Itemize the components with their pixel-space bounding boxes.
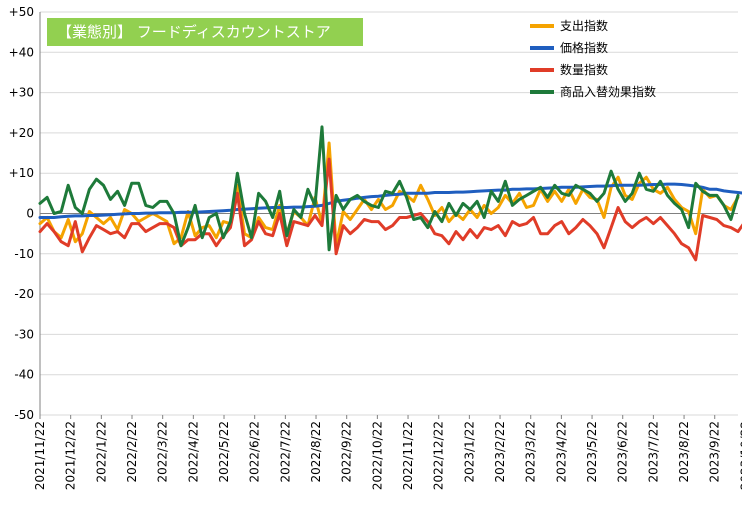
y-tick-label: -50 — [14, 408, 34, 422]
legend-label: 支出指数 — [560, 18, 608, 33]
legend-label: 数量指数 — [560, 62, 608, 77]
x-tick-label: 2022/11/22 — [401, 421, 415, 490]
y-tick-label: -10 — [14, 247, 34, 261]
x-tick-label: 2023/8/22 — [677, 421, 691, 483]
x-tick-label: 2022/3/22 — [156, 421, 170, 483]
x-tick-label: 2023/10/22 — [738, 421, 742, 490]
y-tick-label: +40 — [9, 45, 34, 59]
x-tick-label: 2022/1/22 — [94, 421, 108, 483]
x-tick-label: 2023/7/22 — [646, 421, 660, 483]
y-tick-label: -30 — [14, 327, 34, 341]
x-tick-label: 2023/4/22 — [554, 421, 568, 483]
legend-label: 価格指数 — [560, 40, 608, 55]
series-line-3 — [38, 125, 740, 252]
x-axis-tick-labels: 2021/11/22 2021/12/22 2022/1/22 2022/2/22 20… — [33, 421, 742, 490]
x-tick-label: 2022/4/22 — [186, 421, 200, 483]
chart-title: 【業態別】 フードディスカウントストア — [47, 18, 363, 46]
x-tick-label: 2022/2/22 — [125, 421, 139, 483]
y-tick-label: +10 — [9, 166, 34, 180]
series-line-2 — [38, 157, 742, 262]
y-tick-label: 0 — [26, 207, 34, 221]
x-tick-label: 2023/2/22 — [493, 421, 507, 483]
axes — [39, 12, 738, 419]
x-tick-label: 2022/6/22 — [248, 421, 262, 483]
x-tick-label: 2022/9/22 — [340, 421, 354, 483]
x-tick-label: 2021/11/22 — [33, 421, 47, 490]
x-tick-label: 2022/5/22 — [217, 421, 231, 483]
x-tick-label: 2022/12/22 — [432, 421, 446, 490]
y-tick-label: -40 — [14, 368, 34, 382]
y-tick-label: +20 — [9, 126, 34, 140]
y-tick-label: +50 — [9, 5, 34, 19]
legend-label: 商品入替効果指数 — [560, 84, 656, 99]
x-tick-label: 2023/6/22 — [616, 421, 630, 483]
x-tick-label: 2022/7/22 — [278, 421, 292, 483]
y-tick-label: -20 — [14, 287, 34, 301]
x-tick-label: 2023/3/22 — [524, 421, 538, 483]
x-tick-label: 2023/1/22 — [462, 421, 476, 483]
x-tick-label: 2023/5/22 — [585, 421, 599, 483]
x-tick-label: 2021/12/22 — [64, 421, 78, 490]
x-tick-label: 2022/10/22 — [370, 421, 384, 490]
series-lines — [38, 125, 742, 262]
x-tick-label: 2022/8/22 — [309, 421, 323, 483]
x-tick-label: 2023/9/22 — [708, 421, 722, 483]
y-tick-label: +30 — [9, 86, 34, 100]
y-axis-tick-labels: +50 +40 +30 +20 +10 0 -10 -20 -30 -40 -50 — [9, 5, 34, 422]
